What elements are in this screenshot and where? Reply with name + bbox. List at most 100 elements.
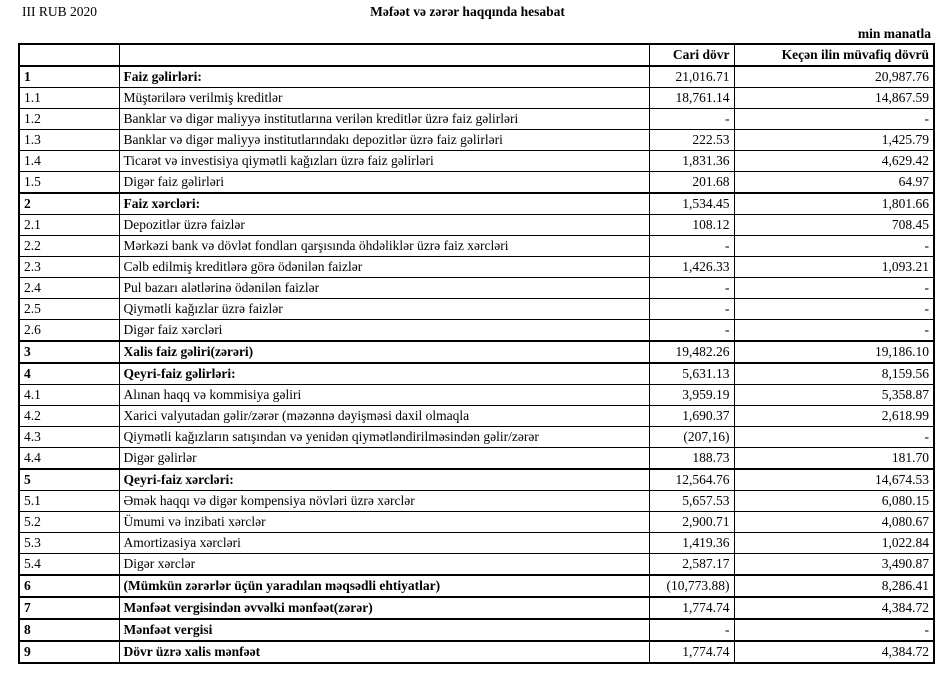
row-label: Mənfəət vergisindən əvvəlki mənfəət(zərə… bbox=[118, 596, 650, 620]
table-row: 1.2 Banklar və digər maliyyə institutları… bbox=[18, 108, 935, 130]
row-current-value: 188.73 bbox=[648, 447, 735, 470]
row-label: Mənfəət vergisi bbox=[118, 618, 650, 642]
row-number: 7 bbox=[18, 596, 120, 620]
table-row: 2.3 Cəlb edilmiş kreditlərə görə ödənilən… bbox=[18, 256, 935, 278]
table-row: 4.3 Qiymətli kağızların satışından və yen… bbox=[18, 426, 935, 448]
row-label: Digər gəlirlər bbox=[118, 447, 650, 470]
row-current-value: (10,773.88) bbox=[648, 574, 735, 598]
row-previous-value: 1,425.79 bbox=[733, 129, 935, 151]
row-number: 5.3 bbox=[18, 532, 120, 554]
row-current-value: - bbox=[648, 618, 735, 642]
row-current-value: 2,587.17 bbox=[648, 553, 735, 576]
report-topbar: III RUB 2020 Məfəət və zərər haqqında he… bbox=[0, 0, 935, 24]
row-current-value: 1,831.36 bbox=[648, 150, 735, 172]
row-number: 5 bbox=[18, 468, 120, 491]
row-current-value: 1,774.74 bbox=[648, 596, 735, 620]
row-current-value: 19,482.26 bbox=[648, 340, 735, 364]
row-label: Faiz xərcləri: bbox=[118, 192, 650, 215]
row-current-value: 222.53 bbox=[648, 129, 735, 151]
row-number: 2.5 bbox=[18, 298, 120, 320]
row-current-value: 5,657.53 bbox=[648, 490, 735, 512]
table-header-row: Cari dövr Keçən ilin müvafiq dövrü bbox=[18, 43, 935, 67]
table-row: 5.2 Ümumi və inzibati xərclər 2,900.71 4,08… bbox=[18, 511, 935, 533]
row-label: Amortizasiya xərcləri bbox=[118, 532, 650, 554]
row-current-value: - bbox=[648, 277, 735, 299]
row-number: 3 bbox=[18, 340, 120, 364]
row-number: 9 bbox=[18, 640, 120, 664]
row-previous-value: - bbox=[733, 277, 935, 299]
row-previous-value: 19,186.10 bbox=[733, 340, 935, 364]
row-number: 2 bbox=[18, 192, 120, 215]
row-label: Ümumi və inzibati xərclər bbox=[118, 511, 650, 533]
row-number: 1.3 bbox=[18, 129, 120, 151]
row-current-value: 1,426.33 bbox=[648, 256, 735, 278]
table-row: 4.2 Xarici valyutadan gəlir/zərər (məzənn… bbox=[18, 405, 935, 427]
row-current-value: 3,959.19 bbox=[648, 384, 735, 406]
row-label: Qeyri-faiz xərcləri: bbox=[118, 468, 650, 491]
row-label: Qiymətli kağızlar üzrə faizlər bbox=[118, 298, 650, 320]
table-row: 2.2 Mərkəzi bank və dövlət fondları qarşı… bbox=[18, 235, 935, 257]
row-current-value: - bbox=[648, 319, 735, 342]
row-label: Digər xərclər bbox=[118, 553, 650, 576]
table-row: 2 Faiz xərcləri: 1,534.45 1,801.66 bbox=[18, 192, 935, 215]
row-label: Xarici valyutadan gəlir/zərər (məzənnə d… bbox=[118, 405, 650, 427]
row-previous-value: 8,286.41 bbox=[733, 574, 935, 598]
row-previous-value: - bbox=[733, 618, 935, 642]
table-row: 1.4 Ticarət və investisiya qiymətli kağız… bbox=[18, 150, 935, 172]
table-row: 1.1 Müştərilərə verilmiş kreditlər 18,761.… bbox=[18, 87, 935, 109]
row-number: 5.4 bbox=[18, 553, 120, 576]
table-row: 9 Dövr üzrə xalis mənfəət 1,774.74 4,384.72 bbox=[18, 640, 935, 664]
row-previous-value: 5,358.87 bbox=[733, 384, 935, 406]
row-label: Mərkəzi bank və dövlət fondları qarşısın… bbox=[118, 235, 650, 257]
row-previous-value: - bbox=[733, 108, 935, 130]
row-label: Faiz gəlirləri: bbox=[118, 65, 650, 88]
report-period: III RUB 2020 bbox=[22, 4, 97, 19]
table-row: 8 Mənfəət vergisi - - bbox=[18, 618, 935, 642]
row-current-value: 12,564.76 bbox=[648, 468, 735, 491]
row-label: Əmək haqqı və digər kompensiya növləri ü… bbox=[118, 490, 650, 512]
row-previous-value: 4,629.42 bbox=[733, 150, 935, 172]
row-current-value: (207,16) bbox=[648, 426, 735, 448]
row-number: 2.4 bbox=[18, 277, 120, 299]
row-number: 1.2 bbox=[18, 108, 120, 130]
profit-loss-table: Cari dövr Keçən ilin müvafiq dövrü 1 Faiz… bbox=[18, 43, 935, 664]
row-label: Banklar və digər maliyyə institutlarına … bbox=[118, 108, 650, 130]
row-number: 4.1 bbox=[18, 384, 120, 406]
row-previous-value: - bbox=[733, 319, 935, 342]
row-label: Cəlb edilmiş kreditlərə görə ödənilən fa… bbox=[118, 256, 650, 278]
row-label: Depozitlər üzrə faizlər bbox=[118, 214, 650, 236]
table-row: 5.3 Amortizasiya xərcləri 1,419.36 1,022.84 bbox=[18, 532, 935, 554]
row-number: 2.1 bbox=[18, 214, 120, 236]
row-previous-value: 1,801.66 bbox=[733, 192, 935, 215]
row-number: 4.2 bbox=[18, 405, 120, 427]
row-number: 5.1 bbox=[18, 490, 120, 512]
row-current-value: 108.12 bbox=[648, 214, 735, 236]
row-previous-value: 14,674.53 bbox=[733, 468, 935, 491]
row-current-value: 18,761.14 bbox=[648, 87, 735, 109]
table-row: 7 Mənfəət vergisindən əvvəlki mənfəət(zər… bbox=[18, 596, 935, 620]
row-previous-value: 4,384.72 bbox=[733, 640, 935, 664]
row-previous-value: 20,987.76 bbox=[733, 65, 935, 88]
row-label: Qiymətli kağızların satışından və yenidə… bbox=[118, 426, 650, 448]
table-row: 1.3 Banklar və digər maliyyə institutları… bbox=[18, 129, 935, 151]
row-current-value: - bbox=[648, 235, 735, 257]
row-previous-value: 4,080.67 bbox=[733, 511, 935, 533]
row-current-value: 5,631.13 bbox=[648, 362, 735, 385]
row-label: Dövr üzrə xalis mənfəət bbox=[118, 640, 650, 664]
table-row: 2.6 Digər faiz xərcləri - - bbox=[18, 319, 935, 342]
row-previous-value: - bbox=[733, 235, 935, 257]
row-number: 8 bbox=[18, 618, 120, 642]
table-row: 3 Xalis faiz gəliri(zərəri) 19,482.26 19,18… bbox=[18, 340, 935, 364]
row-previous-value: 6,080.15 bbox=[733, 490, 935, 512]
row-current-value: - bbox=[648, 298, 735, 320]
table-row: 2.5 Qiymətli kağızlar üzrə faizlər - - bbox=[18, 298, 935, 320]
row-previous-value: 4,384.72 bbox=[733, 596, 935, 620]
table-row: 5.4 Digər xərclər 2,587.17 3,490.87 bbox=[18, 553, 935, 576]
row-previous-value: 1,093.21 bbox=[733, 256, 935, 278]
row-number: 1.4 bbox=[18, 150, 120, 172]
header-previous-period: Keçən ilin müvafiq dövrü bbox=[733, 43, 935, 67]
table-row: 1 Faiz gəlirləri: 21,016.71 20,987.76 bbox=[18, 65, 935, 88]
row-current-value: 21,016.71 bbox=[648, 65, 735, 88]
header-row-label bbox=[118, 43, 650, 67]
